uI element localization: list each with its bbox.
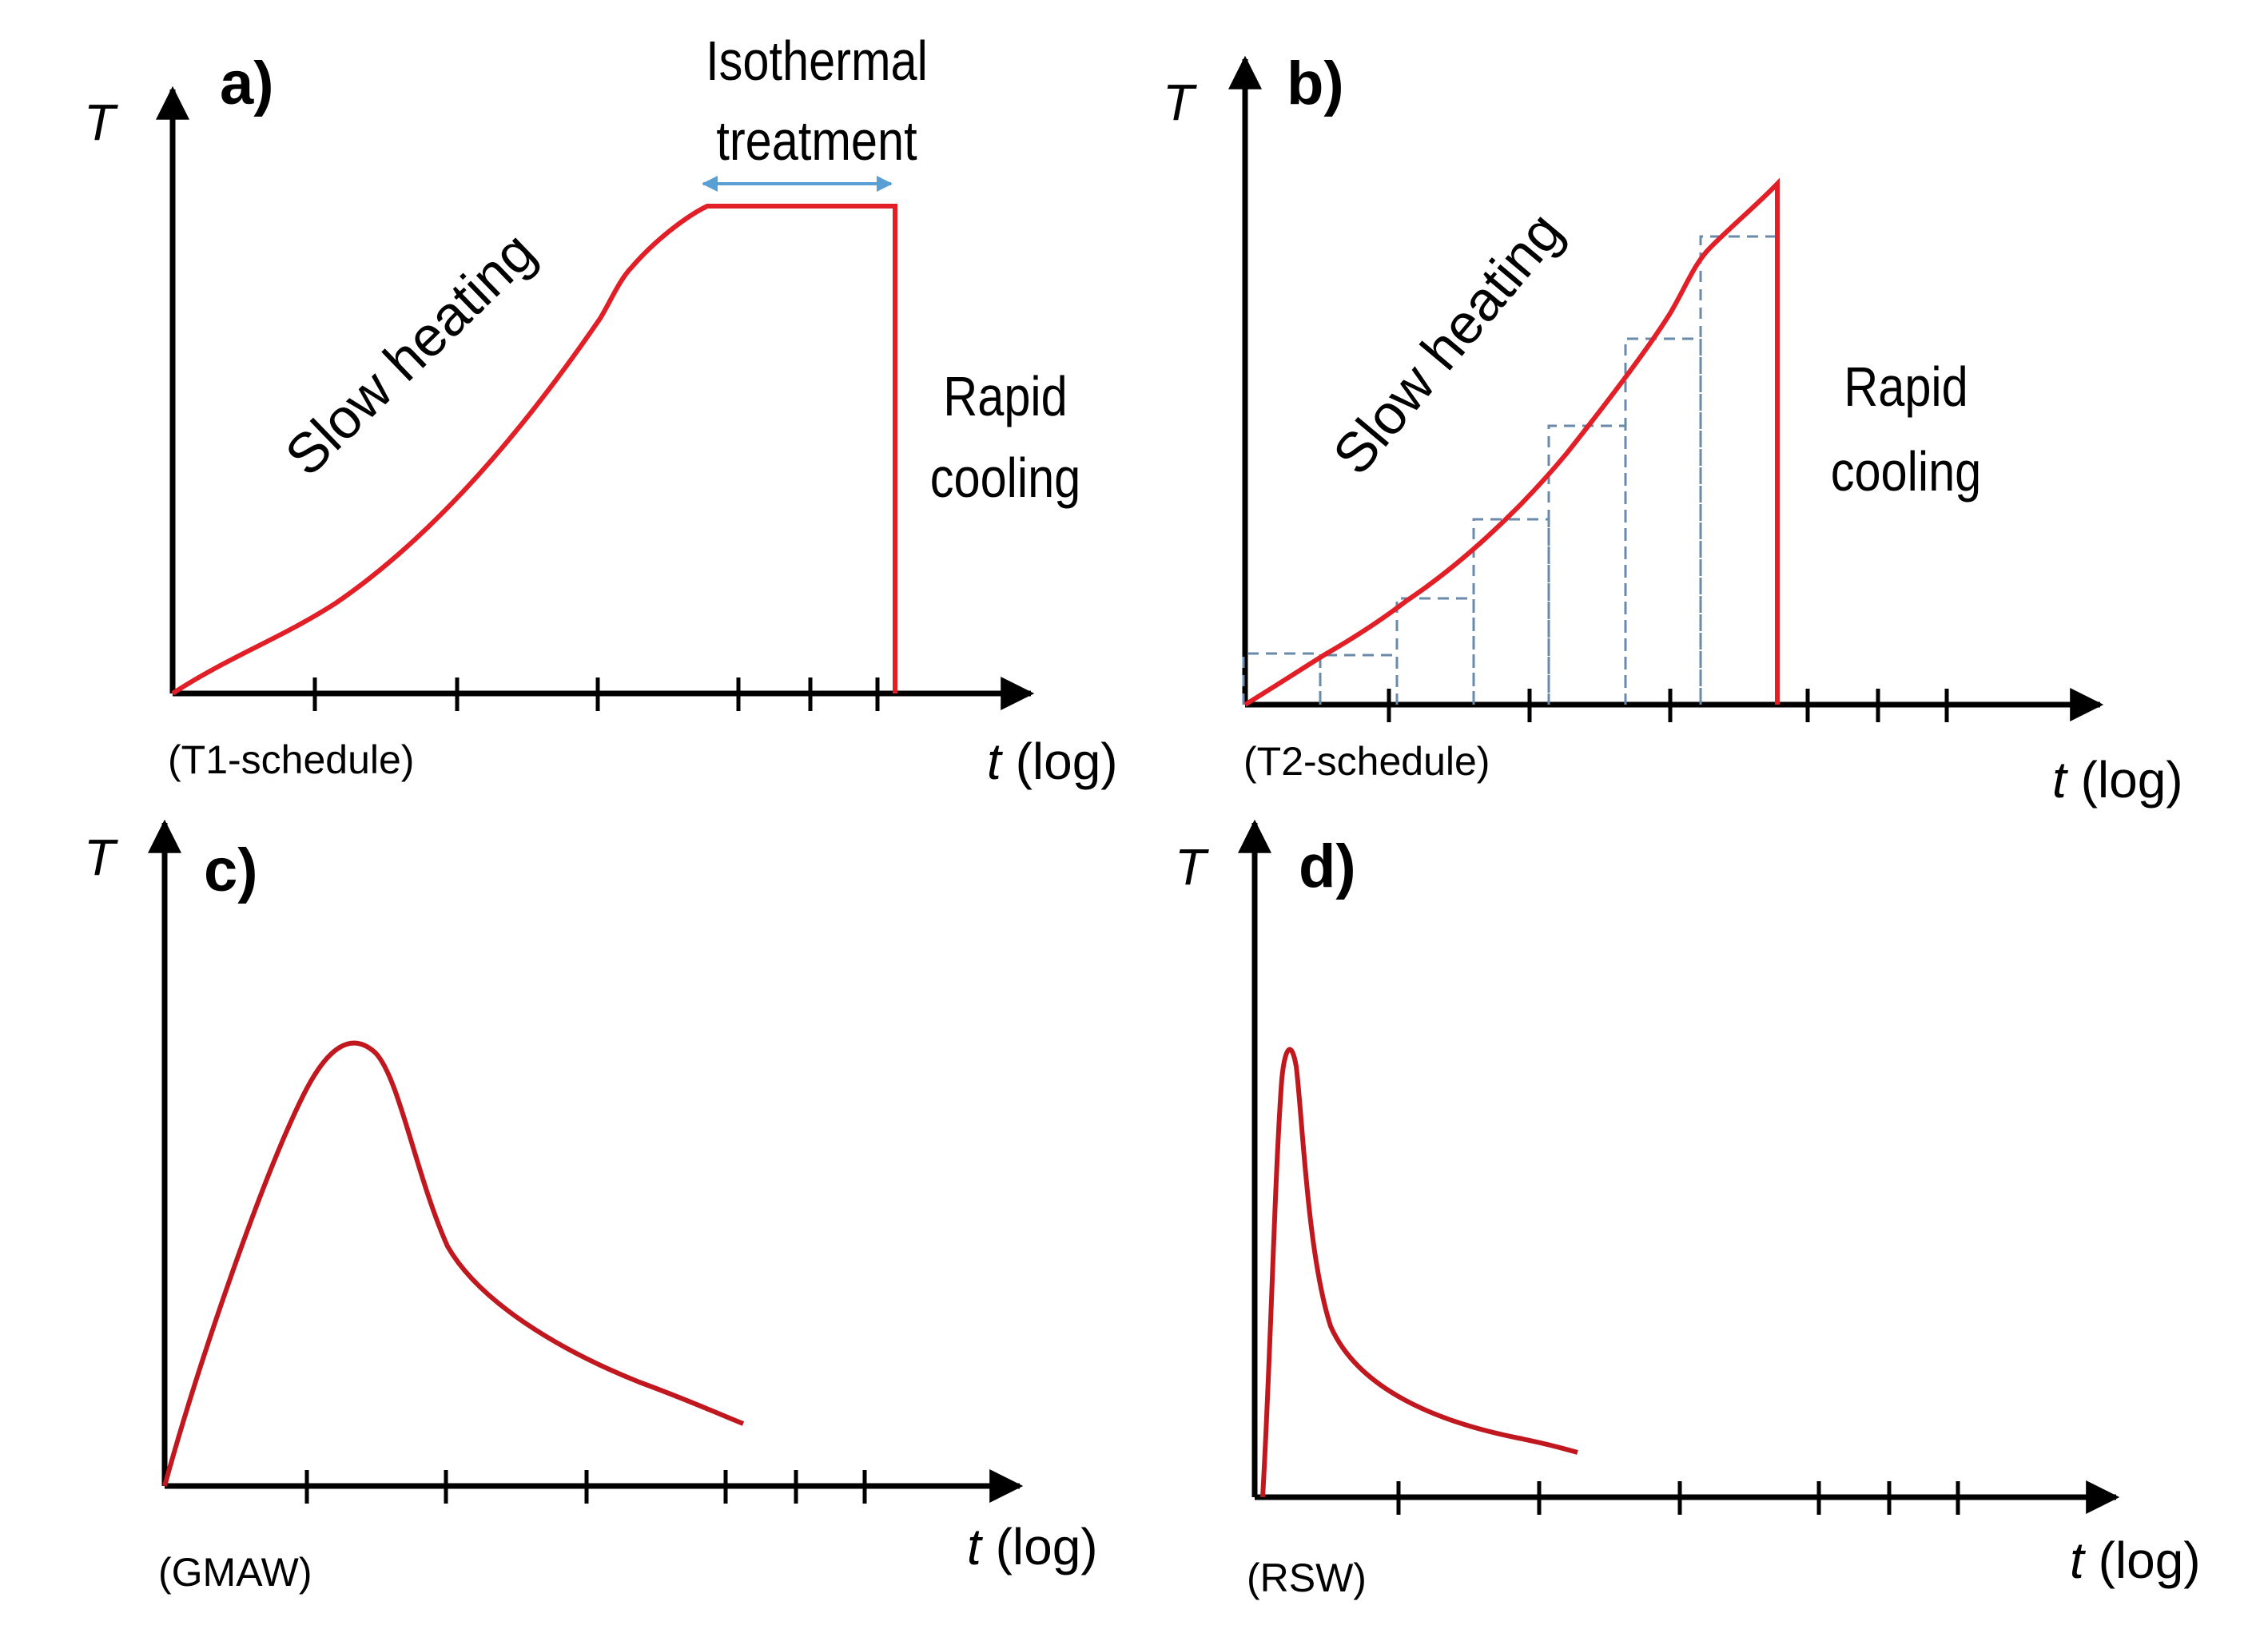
panel-b: b) T Slow heating Rapid cooling (T2-sche… — [1163, 50, 2183, 809]
panel-c-temperature-curve — [162, 1040, 745, 1487]
panel-a-y-label: T — [84, 93, 118, 151]
panel-a-schedule-label: (T1-schedule) — [168, 737, 414, 782]
panel-a-x-label: t (log) — [987, 733, 1118, 790]
panel-a-slow-heating-label: Slow heating — [273, 220, 547, 487]
panel-b-label: b) — [1287, 50, 1344, 117]
panel-d-y-label: T — [1175, 838, 1209, 896]
panel-b-schedule-label: (T2-schedule) — [1243, 739, 1490, 784]
panel-a-label: a) — [220, 50, 274, 117]
panel-d-schedule-label: (RSW) — [1247, 1556, 1367, 1600]
panel-d-label: d) — [1299, 832, 1356, 900]
panel-c-schedule-label: (GMAW) — [158, 1550, 312, 1595]
panel-d-ticks — [1396, 1481, 1960, 1515]
isothermal-label-line2: treatment — [716, 109, 917, 172]
panel-b-x-label: t (log) — [2052, 751, 2183, 809]
panel-d-temperature-curve — [1260, 1047, 1578, 1498]
panel-b-temperature-curve — [1243, 177, 1780, 707]
panel-c: c) T (GMAW) t (log) — [84, 819, 1098, 1595]
panel-c-y-label: T — [84, 828, 118, 886]
panel-c-x-label: t (log) — [967, 1518, 1098, 1575]
panel-a-cooling-label: cooling — [930, 446, 1081, 509]
panel-b-cooling-label: cooling — [1831, 439, 1982, 503]
panel-b-y-label: T — [1163, 74, 1197, 131]
panel-a-ticks — [312, 677, 880, 711]
isothermal-label-line1: Isothermal — [706, 29, 928, 92]
panel-b-ticks — [1387, 689, 1949, 722]
panel-b-slow-heating-label: Slow heating — [1321, 201, 1574, 486]
panel-c-ticks — [304, 1470, 867, 1504]
panel-a-rapid-label: Rapid — [943, 364, 1067, 427]
panel-b-rapid-label: Rapid — [1844, 355, 1968, 418]
panel-a: a) T Isothermal treatment Slow heating R… — [84, 29, 1118, 790]
panel-d: d) T (RSW) t (log) — [1175, 819, 2201, 1600]
panel-d-x-label: t (log) — [2070, 1532, 2201, 1589]
panel-c-label: c) — [204, 836, 258, 904]
panel-a-temperature-curve — [171, 204, 897, 696]
